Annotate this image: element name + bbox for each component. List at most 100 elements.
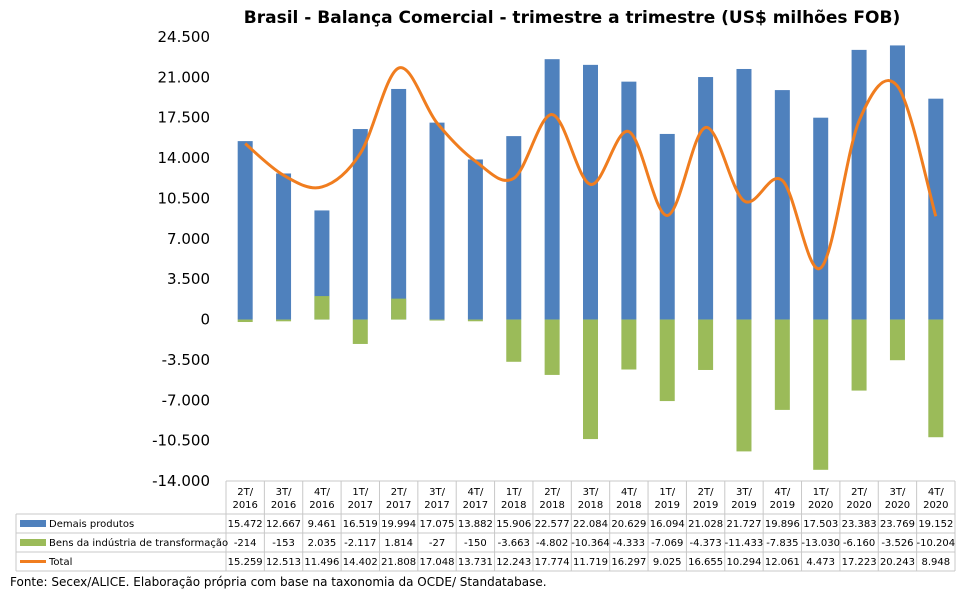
table-value: 11.496 <box>304 557 339 568</box>
x-tick-label: 3T/ <box>736 487 752 498</box>
bar-demais-produtos <box>391 88 407 320</box>
bar-bens-industria <box>237 319 253 323</box>
table-value: 19.896 <box>765 519 800 530</box>
x-tick-label: 2019 <box>731 500 756 511</box>
bar-demais-produtos <box>352 129 368 320</box>
bar-bens-industria <box>698 319 714 370</box>
x-tick-label: 2016 <box>309 500 334 511</box>
bar-bens-industria <box>621 319 637 370</box>
bar-bens-industria <box>314 296 330 320</box>
table-value: 10.294 <box>726 557 761 568</box>
x-tick-label: 4T/ <box>928 487 944 498</box>
x-tick-label: 2T/ <box>237 487 253 498</box>
table-value: -3.526 <box>881 538 913 549</box>
table-value: 9.461 <box>308 519 337 530</box>
x-tick-label: 2017 <box>424 500 449 511</box>
bar-demais-produtos <box>314 210 330 320</box>
y-tick-label: 0 <box>200 311 210 329</box>
x-tick-label: 2017 <box>463 500 488 511</box>
data-table: 2T/2016 3T/2016 4T/2016 1T/2017 2T/2017 3T/20… <box>15 480 956 572</box>
table-value: -153 <box>272 538 295 549</box>
legend-label: Total <box>48 557 72 568</box>
x-tick-label: 2019 <box>693 500 718 511</box>
table-value: 16.655 <box>688 557 723 568</box>
table-value: -4.333 <box>613 538 645 549</box>
x-tick-label: 2020 <box>846 500 871 511</box>
y-tick-label: -14.000 <box>152 472 210 490</box>
y-tick-label: 7.000 <box>167 230 210 248</box>
table-value: -10.364 <box>571 538 610 549</box>
table-value: 16.519 <box>343 519 378 530</box>
table-value: -13.030 <box>801 538 840 549</box>
x-tick-label: 2T/ <box>391 487 407 498</box>
bar-demais-produtos <box>659 133 675 320</box>
table-value: 21.028 <box>688 519 723 530</box>
table-value: 8.948 <box>921 557 950 568</box>
bar-bens-industria <box>506 319 522 362</box>
table-value: 15.472 <box>228 519 263 530</box>
bar-bens-industria <box>851 319 867 391</box>
table-value: -27 <box>429 538 445 549</box>
table-value: 15.906 <box>496 519 531 530</box>
x-tick-label: 3T/ <box>890 487 906 498</box>
x-tick-label: 4T/ <box>314 487 330 498</box>
x-tick-label: 2018 <box>616 500 641 511</box>
table-value: 15.259 <box>228 557 263 568</box>
y-tick-label: 21.000 <box>158 68 211 86</box>
table-value: -10.204 <box>917 538 956 549</box>
bar-demais-produtos <box>698 77 714 320</box>
x-tick-label: 1T/ <box>506 487 522 498</box>
bar-bens-industria <box>889 319 905 361</box>
table-value: 17.075 <box>420 519 455 530</box>
table-value: 22.084 <box>573 519 608 530</box>
bar-demais-produtos <box>237 141 253 320</box>
bar-demais-produtos <box>544 59 560 320</box>
bar-bens-industria <box>774 319 790 410</box>
bar-bens-industria <box>544 319 560 375</box>
series-bens-industria <box>237 296 944 470</box>
table-value: 1.814 <box>384 538 413 549</box>
table-value: 9.025 <box>653 557 682 568</box>
bar-bens-industria <box>813 319 829 470</box>
bar-demais-produtos <box>889 45 905 320</box>
x-tick-label: 3T/ <box>429 487 445 498</box>
table-value: 23.383 <box>842 519 877 530</box>
x-tick-label: 2T/ <box>544 487 560 498</box>
bar-bens-industria <box>276 319 292 322</box>
table-value: 13.882 <box>458 519 493 530</box>
x-tick-label: 2016 <box>232 500 257 511</box>
x-tick-label: 2020 <box>923 500 948 511</box>
series-demais-produtos <box>237 45 944 320</box>
x-tick-label: 2019 <box>770 500 795 511</box>
table-value: 17.774 <box>535 557 570 568</box>
x-tick-label: 3T/ <box>276 487 292 498</box>
table-value: 17.503 <box>803 519 838 530</box>
source-note: Fonte: Secex/ALICE. Elaboração própria c… <box>10 575 547 589</box>
y-tick-label: -10.500 <box>152 432 210 450</box>
table-value: 12.667 <box>266 519 301 530</box>
table-value: -4.802 <box>536 538 568 549</box>
bar-demais-produtos <box>506 136 522 320</box>
x-tick-label: 3T/ <box>583 487 599 498</box>
y-tick-label: 17.500 <box>158 109 211 127</box>
table-value: -6.160 <box>843 538 875 549</box>
legend-key <box>20 520 46 527</box>
table-value: -7.835 <box>766 538 798 549</box>
y-tick-label: -3.500 <box>162 351 210 369</box>
bar-bens-industria <box>928 319 944 438</box>
x-tick-label: 2016 <box>271 500 296 511</box>
legend-label: Demais produtos <box>49 519 134 530</box>
table-value: 22.577 <box>535 519 570 530</box>
bar-bens-industria <box>429 319 445 321</box>
table-value: 21.727 <box>726 519 761 530</box>
chart-title: Brasil - Balança Comercial - trimestre a… <box>244 8 900 28</box>
table-value: -3.663 <box>498 538 530 549</box>
table-value: 16.094 <box>650 519 685 530</box>
series-total <box>244 66 938 270</box>
bar-demais-produtos <box>928 98 944 320</box>
table-value: 17.048 <box>420 557 455 568</box>
y-tick-label: 3.500 <box>167 270 210 288</box>
y-tick-label: 14.000 <box>158 149 211 167</box>
x-tick-label: 2017 <box>348 500 373 511</box>
table-value: 14.402 <box>343 557 378 568</box>
